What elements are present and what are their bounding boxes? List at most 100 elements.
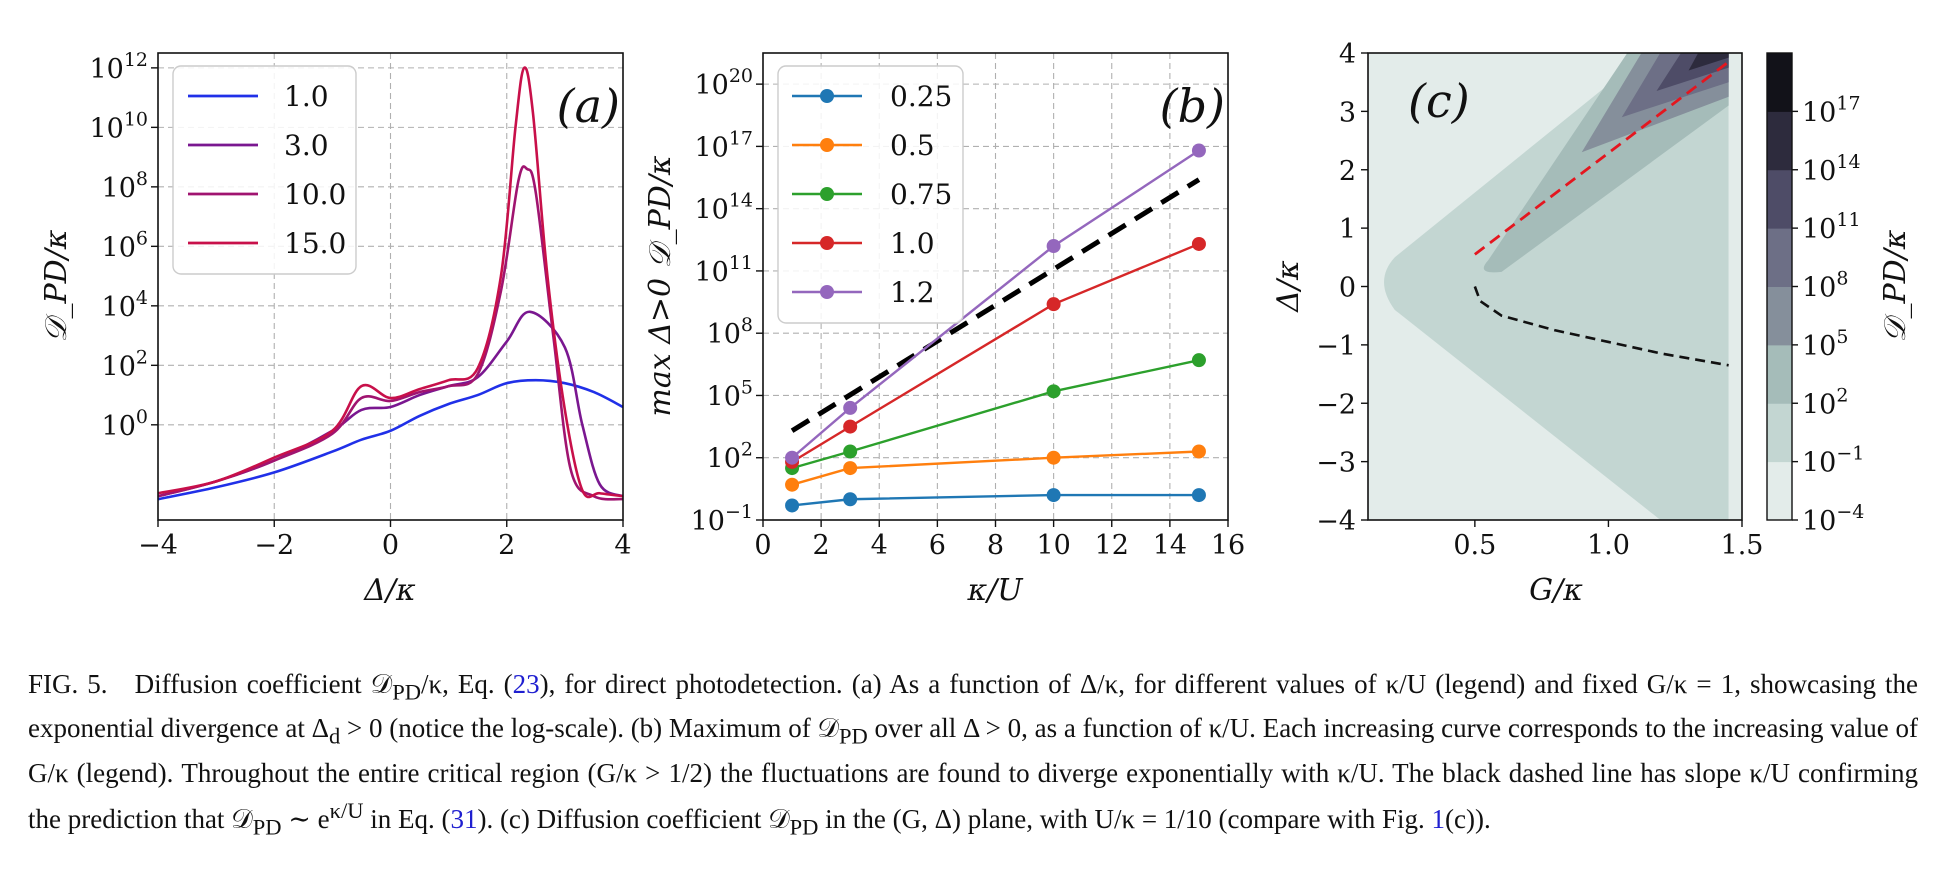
- panel-b-xtick-label: 12: [1095, 530, 1129, 561]
- panel-b-point: [785, 450, 800, 465]
- panel-b-xtick-label: 16: [1211, 530, 1245, 561]
- panel-b-xlabel: κ/U: [966, 573, 1024, 608]
- panel-a-xtick-label: −2: [254, 530, 294, 561]
- panel-c-ticks: 0.5 1.0 1.5 −4 −3 −2 −1 0 1 2 3 4: [1316, 39, 1763, 561]
- panel-a-ytick-label: 108: [102, 168, 148, 204]
- panel-b-reference-line: [790, 177, 1201, 433]
- panel-b-point: [1046, 488, 1061, 503]
- panel-b-legend-marker: [820, 236, 834, 250]
- panel-a-ytick-label: 104: [102, 287, 148, 323]
- colorbar-tick-label: 1011: [1802, 209, 1861, 245]
- panel-c-black-dashed-line: [1473, 286, 1729, 367]
- panel-a-ytick-label: 100: [102, 406, 148, 442]
- colorbar-tick-label: 105: [1802, 326, 1848, 362]
- panel-b-point: [785, 477, 800, 492]
- panel-c-red-dashed-line: [1474, 60, 1730, 256]
- panel-c-ytick-label: −4: [1316, 506, 1356, 537]
- colorbar-tick-label: 10−4: [1802, 501, 1864, 537]
- panel-b-ticks: 0 2 4 6 8 10 12 14 16 10−1 102 105 108 1011 1014 1017 10…: [691, 65, 1246, 561]
- panel-b-ytick-label: 1014: [694, 190, 753, 226]
- colorbar-band: [1767, 53, 1792, 112]
- panel-b-point: [1046, 384, 1061, 399]
- panel-a-legend-label: 10.0: [284, 178, 346, 211]
- panel-b-point: [1191, 143, 1206, 158]
- colorbar-band: [1767, 461, 1792, 521]
- heatmap-level-6: [1688, 53, 1729, 71]
- panel-b-point: [1191, 488, 1206, 503]
- panel-b-ytick-label: 105: [707, 376, 753, 412]
- panel-a-legend-box: [172, 65, 357, 275]
- panel-b-legend-label: 0.25: [890, 80, 952, 113]
- colorbar-tick-label: 1014: [1802, 151, 1861, 187]
- panel-b-point: [1191, 353, 1206, 368]
- panel-a-xtick-label: 4: [614, 530, 631, 561]
- heatmap-right-strip: [1728, 53, 1742, 520]
- panel-b-point: [1046, 297, 1061, 312]
- panel-b-ylabel: max Δ>0 𝒟_PD/κ: [643, 155, 678, 416]
- panel-b-xtick-label: 8: [987, 530, 1004, 561]
- panel-a-xtick-label: 2: [498, 530, 515, 561]
- panel-a-series-10.0: [158, 165, 623, 501]
- panel-a-label: (a): [557, 79, 620, 133]
- colorbar-band: [1767, 403, 1792, 463]
- colorbar-band: [1767, 169, 1792, 229]
- figure-caption: FIG. 5. Diffusion coefficient 𝒟PD/κ, Eq.…: [28, 666, 1918, 845]
- panel-c-ytick-label: −2: [1316, 389, 1356, 420]
- panel-a-ticks: −4 −2 0 2 4 100 102 104 106 108 1010 1012: [89, 49, 631, 561]
- panel-b-label: (b): [1160, 79, 1225, 133]
- panel-c-xtick-label: 1.5: [1721, 530, 1764, 561]
- panel-c-xtick-label: 0.5: [1453, 530, 1496, 561]
- panel-b-legend-marker: [820, 285, 834, 299]
- panel-a: −4 −2 0 2 4 100 102 104 106 108 1010 1012 1.0 3.0 10.…: [39, 49, 632, 608]
- panel-b-point: [1191, 444, 1206, 459]
- panel-b-legend-label: 0.5: [890, 129, 935, 162]
- panel-b-series-0.25: [791, 493, 1199, 507]
- panel-b-xtick-label: 10: [1036, 530, 1070, 561]
- panel-c-ytick-label: 2: [1339, 156, 1356, 187]
- panel-b-xtick-label: 4: [871, 530, 888, 561]
- colorbar-tick-label: 108: [1802, 268, 1848, 304]
- panel-b-point: [785, 498, 800, 513]
- panel-a-ytick-label: 106: [102, 227, 148, 263]
- panel-b-legend-label: 0.75: [890, 178, 952, 211]
- panel-b-ytick-label: 1011: [694, 252, 753, 288]
- panel-b-ytick-label: 10−1: [691, 501, 753, 537]
- panel-b-series-1.0: [791, 242, 1200, 463]
- panel-b-xtick-label: 2: [813, 530, 830, 561]
- colorbar-label: 𝒟_PD/κ: [1878, 229, 1913, 342]
- panel-c-ylabel: Δ/κ: [1271, 260, 1306, 313]
- panel-b-point: [843, 419, 858, 434]
- panel-c-label: (c): [1408, 74, 1470, 128]
- panel-b-legend-marker: [820, 89, 834, 103]
- panel-a-curves: [158, 66, 623, 501]
- panel-c-ytick-label: 1: [1339, 214, 1356, 245]
- panel-b-point: [843, 492, 858, 507]
- colorbar-band: [1767, 111, 1792, 171]
- panel-a-xlabel: Δ/κ: [363, 573, 416, 608]
- colorbar-tick-label: 102: [1802, 384, 1848, 420]
- panel-b-point: [1046, 450, 1061, 465]
- panel-a-xtick-label: 0: [382, 530, 399, 561]
- panel-a-ytick-label: 102: [102, 346, 148, 382]
- panel-c-xtick-label: 1.0: [1587, 530, 1630, 561]
- panel-b-curves: [785, 143, 1206, 513]
- panel-a-ylabel: 𝒟_PD/κ: [39, 229, 74, 342]
- heatmap-level-1: [1384, 53, 1729, 520]
- panel-b-legend-marker: [820, 138, 834, 152]
- caption-text: FIG. 5. Diffusion coefficient 𝒟PD/κ, Eq.…: [28, 669, 1918, 840]
- colorbar-band: [1767, 228, 1792, 287]
- panel-b-legend-box: [777, 65, 964, 324]
- panel-b-ytick-label: 1017: [694, 127, 753, 163]
- panel-c-ytick-label: 3: [1339, 97, 1356, 128]
- panel-b-point: [843, 461, 858, 476]
- panel-b-legend-marker: [820, 187, 834, 201]
- panel-a-legend-label: 15.0: [284, 227, 346, 260]
- panel-b: 0 2 4 6 8 10 12 14 16 10−1 102 105 108 1011 1014 1017 10…: [643, 52, 1246, 608]
- panel-c-ytick-label: −1: [1316, 331, 1356, 362]
- panel-b-legend-label: 1.2: [890, 276, 935, 309]
- panel-b-point: [843, 400, 858, 415]
- colorbar-tick-label: 10−1: [1802, 443, 1864, 479]
- panel-b-ytick-label: 108: [707, 314, 753, 350]
- panel-b-xtick-label: 14: [1153, 530, 1187, 561]
- panel-b-ytick-label: 1020: [694, 65, 753, 101]
